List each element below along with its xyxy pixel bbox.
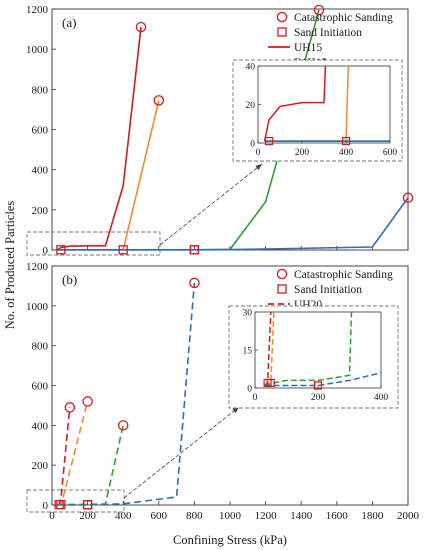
inset-y-tick-label: 0: [247, 385, 252, 395]
zoom-arrow: [123, 406, 240, 499]
inset-y-tick-label: 0: [250, 140, 255, 150]
inset-sand-initiation-marker: [313, 381, 323, 390]
legend-initiation-label: Sand Initiation: [294, 284, 362, 296]
series-line: [57, 282, 196, 506]
inset-sand-initiation-marker: [341, 136, 351, 146]
x-tick-label: 400: [115, 510, 132, 522]
y-axis-label: No. of Produced Particles: [3, 201, 17, 330]
series-line: [57, 197, 409, 251]
x-axis-label: Confining Stress (kPa): [173, 533, 287, 547]
y-tick-label: 1200: [26, 261, 49, 273]
legend-catastrophic-label: Catastrophic Sanding: [294, 12, 393, 24]
inset-box: [228, 305, 399, 409]
inset-sand-initiation-marker: [266, 378, 275, 388]
x-tick-label: 0: [49, 510, 55, 522]
zoom-region-box: [26, 231, 161, 256]
legend-series-label: UH15: [294, 42, 322, 54]
y-tick-label: 400: [32, 420, 49, 432]
zoom-arrow-head: [232, 407, 239, 414]
x-tick-label: 2000: [397, 510, 420, 522]
inset-series-line: [264, 371, 381, 387]
catastrophic-sanding-marker: [189, 277, 200, 289]
panel-label: (b): [62, 272, 77, 287]
inset-y-tick-label: 40: [246, 63, 256, 73]
legend-initiation-label: Sand Initiation: [294, 27, 362, 39]
inset-x-tick-label: 0: [253, 393, 258, 403]
inset-x-tick-label: 200: [295, 148, 310, 158]
x-tick-label: 1000: [219, 510, 242, 522]
y-tick-label: 1000: [26, 301, 49, 313]
zoom-arrow-head: [255, 164, 262, 171]
sand-initiation-marker: [189, 245, 200, 255]
panel-b-chart: 0 200 400 600 800 1000 1200 0 200 400 600 800 1000 12…: [26, 261, 420, 522]
x-tick-label: 800: [186, 510, 203, 522]
y-tick-label: 800: [32, 84, 49, 96]
inset-x-tick-label: 200: [311, 393, 326, 403]
catastrophic-sanding-marker: [64, 402, 76, 413]
inset-series-line: [263, 66, 327, 142]
catastrophic-sanding-marker: [402, 192, 414, 204]
x-tick-label: 200: [79, 510, 96, 522]
inset-y-tick-label: 30: [243, 309, 253, 319]
legend-catastrophic-symbol: [276, 268, 288, 280]
sand-initiation-marker: [56, 245, 66, 255]
x-tick-label: 1800: [361, 510, 384, 522]
inset-box: [232, 59, 403, 162]
series-line: [56, 27, 142, 251]
inset-x-tick-label: 400: [374, 393, 389, 403]
y-tick-label: 800: [32, 341, 49, 353]
catastrophic-sanding-marker: [135, 21, 147, 33]
legend-initiation-symbol: [277, 284, 287, 294]
y-tick-label: 0: [43, 245, 49, 257]
catastrophic-sanding-marker: [153, 95, 165, 106]
inset-y-tick-label: 15: [243, 347, 253, 357]
y-tick-label: 600: [32, 125, 49, 137]
catastrophic-sanding-marker: [313, 4, 325, 16]
y-tick-label: 600: [32, 381, 49, 393]
inset-plot-area: [263, 66, 390, 142]
inset-y-tick-label: 20: [246, 101, 256, 111]
sand-initiation-marker: [82, 500, 93, 510]
y-tick-label: 200: [32, 205, 49, 217]
inset-series-line: [264, 312, 353, 387]
y-tick-label: 1000: [26, 44, 49, 56]
x-tick-label: 1200: [255, 510, 278, 522]
inset-x-tick-label: 0: [256, 148, 261, 158]
zoom-region-box: [26, 489, 125, 513]
y-tick-label: 0: [43, 500, 49, 512]
inset-x-tick-label: 600: [383, 148, 398, 158]
sand-initiation-marker: [56, 499, 66, 510]
legend-initiation-symbol: [277, 27, 287, 37]
catastrophic-sanding-marker: [117, 420, 129, 431]
sand-initiation-marker: [118, 245, 128, 255]
x-tick-label: 600: [151, 510, 168, 522]
inset-x-tick-label: 400: [339, 148, 354, 158]
x-tick-label: 1400: [290, 510, 313, 522]
series-line: [57, 100, 160, 251]
zoom-arrow: [159, 163, 263, 246]
panel-label: (a): [62, 15, 76, 30]
legend-catastrophic-symbol: [276, 11, 288, 23]
y-tick-label: 1200: [26, 4, 49, 16]
legend-catastrophic-label: Catastrophic Sanding: [294, 269, 393, 281]
y-tick-label: 400: [32, 165, 49, 177]
y-tick-label: 200: [32, 460, 49, 472]
catastrophic-sanding-marker: [82, 396, 93, 407]
inset-sand-initiation-marker: [264, 136, 274, 146]
x-tick-label: 1600: [326, 510, 349, 522]
